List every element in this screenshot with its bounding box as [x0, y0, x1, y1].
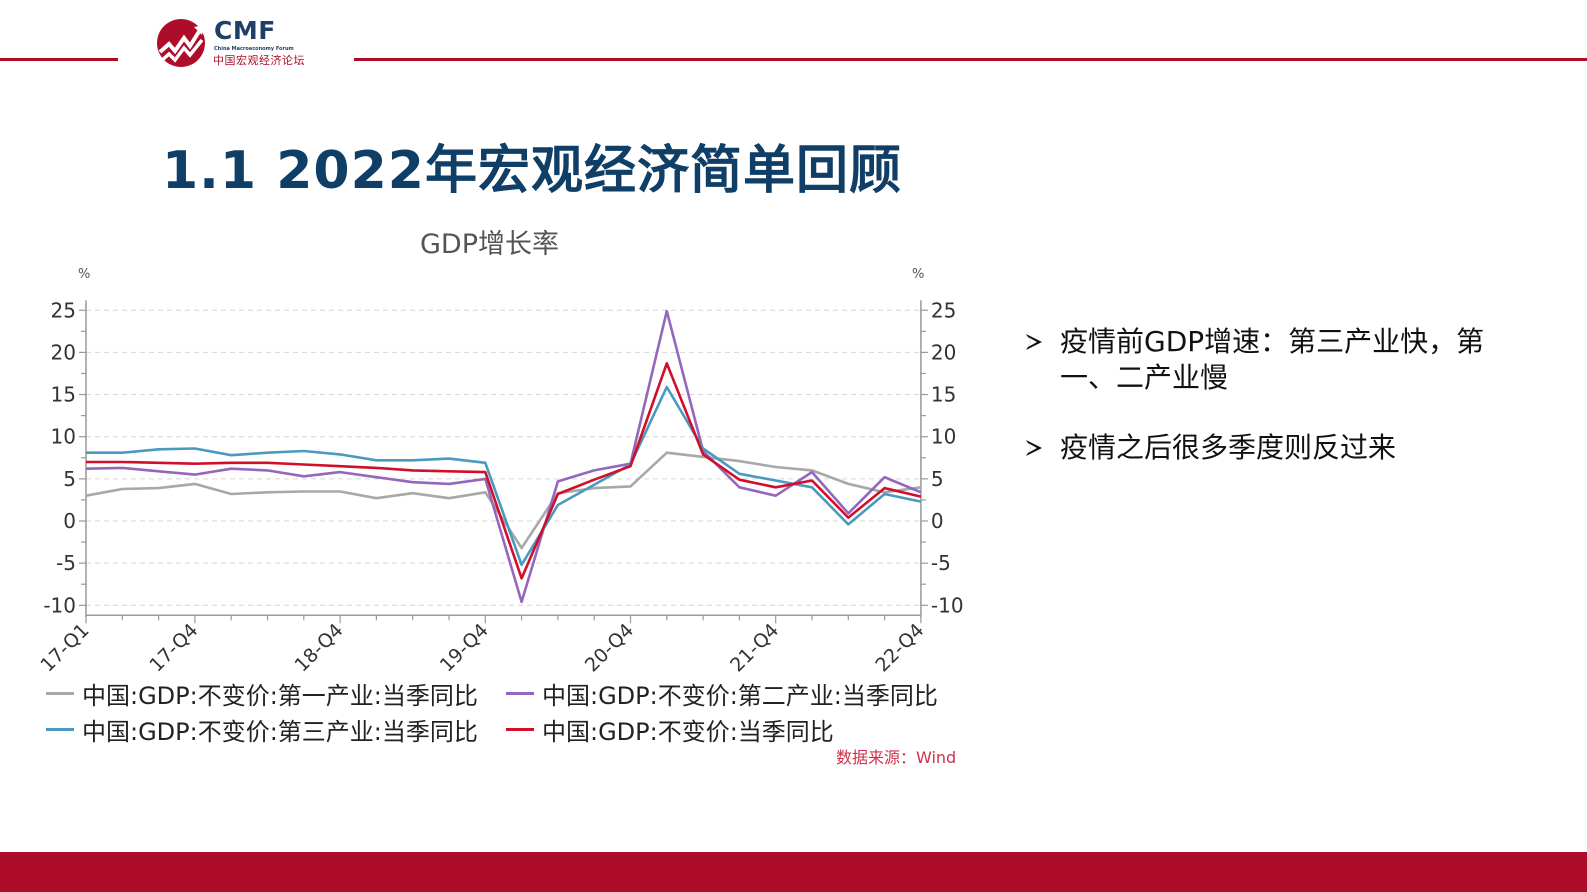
- svg-text:20: 20: [51, 340, 76, 364]
- svg-text:10: 10: [931, 425, 956, 449]
- arrow-bullet-icon: [1026, 440, 1042, 456]
- logo-chinese-name: 中国宏观经济论坛: [213, 54, 305, 67]
- logo-english-name: China Macroeconomy Forum: [214, 46, 294, 52]
- svg-text:22-Q4: 22-Q4: [871, 619, 928, 676]
- svg-text:-5: -5: [931, 551, 951, 575]
- svg-text:-5: -5: [56, 551, 76, 575]
- svg-text:25: 25: [51, 298, 76, 322]
- header-rule-right: [354, 58, 1587, 61]
- chart-gridlines: [86, 309, 921, 606]
- svg-text:20: 20: [931, 340, 956, 364]
- data-source-note: 数据来源：Wind: [836, 748, 957, 767]
- legend-item-secondary-industry: 中国:GDP:不变价:第二产业:当季同比: [506, 676, 938, 711]
- svg-text:19-Q4: 19-Q4: [436, 619, 493, 676]
- svg-text:5: 5: [931, 467, 944, 491]
- chart-title: GDP增长率: [420, 229, 559, 260]
- y-axis-unit-left: %: [78, 267, 90, 282]
- svg-text:17-Q4: 17-Q4: [145, 619, 202, 676]
- legend-swatch: [506, 728, 534, 731]
- svg-text:15: 15: [931, 383, 956, 407]
- legend-item-total-gdp: 中国:GDP:不变价:当季同比: [506, 712, 834, 747]
- bullet-text: 疫情前GDP增速：第三产业快，第一、二产业慢: [1060, 325, 1485, 394]
- legend-swatch: [46, 728, 74, 731]
- legend-swatch: [506, 692, 534, 695]
- legend-item-primary-industry: 中国:GDP:不变价:第一产业:当季同比: [46, 676, 478, 711]
- svg-text:25: 25: [931, 298, 956, 322]
- legend-label: 中国:GDP:不变价:当季同比: [542, 718, 834, 746]
- legend-label: 中国:GDP:不变价:第一产业:当季同比: [82, 682, 478, 710]
- bullet-item: 疫情前GDP增速：第三产业快，第一、二产业慢: [1024, 324, 1494, 396]
- svg-text:18-Q4: 18-Q4: [291, 619, 348, 676]
- svg-text:5: 5: [63, 467, 76, 491]
- legend-label: 中国:GDP:不变价:第二产业:当季同比: [542, 682, 938, 710]
- bullet-text: 疫情之后很多季度则反过来: [1060, 431, 1397, 464]
- arrow-bullet-icon: [1026, 334, 1042, 350]
- bullet-list: 疫情前GDP增速：第三产业快，第一、二产业慢 疫情之后很多季度则反过来: [1024, 324, 1494, 500]
- cmf-logo: CMF China Macroeconomy Forum 中国宏观经济论坛: [156, 16, 326, 68]
- legend-swatch: [46, 692, 74, 695]
- svg-text:20-Q4: 20-Q4: [581, 619, 638, 676]
- svg-text:0: 0: [931, 509, 944, 533]
- svg-text:15: 15: [51, 383, 76, 407]
- header-rule-left: [0, 58, 118, 61]
- svg-text:17-Q1: 17-Q1: [36, 619, 93, 676]
- svg-text:0: 0: [63, 509, 76, 533]
- page-title: 1.1 2022年宏观经济简单回顾: [162, 141, 902, 201]
- svg-text:-10: -10: [931, 593, 964, 617]
- logo-abbr: CMF: [214, 16, 276, 45]
- legend-label: 中国:GDP:不变价:第三产业:当季同比: [82, 718, 478, 746]
- footer-band: [0, 852, 1587, 892]
- svg-text:10: 10: [51, 425, 76, 449]
- chart-series: [85, 309, 922, 604]
- cmf-logo-mark-icon: [157, 19, 205, 67]
- svg-text:-10: -10: [43, 593, 76, 617]
- svg-text:21-Q4: 21-Q4: [726, 619, 783, 676]
- legend-item-tertiary-industry: 中国:GDP:不变价:第三产业:当季同比: [46, 712, 478, 747]
- y-axis-unit-right: %: [912, 267, 924, 282]
- bullet-item: 疫情之后很多季度则反过来: [1024, 430, 1494, 466]
